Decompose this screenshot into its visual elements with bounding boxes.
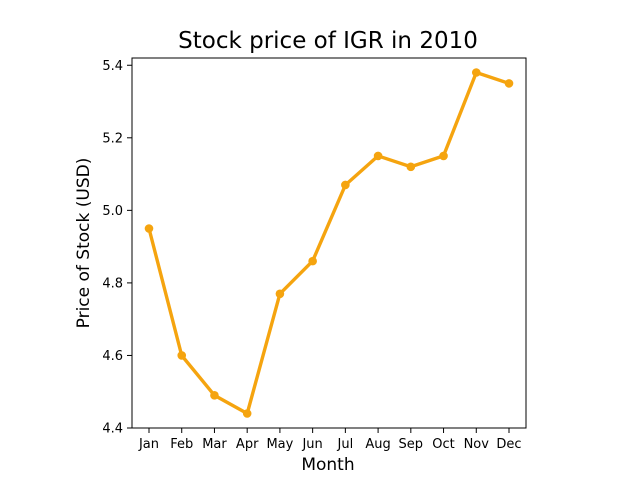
x-tick-label: Aug xyxy=(365,437,390,452)
y-tick-label: 4.8 xyxy=(102,276,123,291)
y-tick-label: 4.6 xyxy=(102,349,123,364)
x-tick-label: Nov xyxy=(464,437,490,452)
y-tick-label: 5.2 xyxy=(102,131,123,146)
y-axis: 4.4 4.6 4.8 5.0 5.2 5.4 xyxy=(102,59,132,437)
data-point xyxy=(308,256,317,266)
chart-title: Stock price of IGR in 2010 xyxy=(178,28,478,54)
data-point xyxy=(144,224,154,233)
y-tick-label: 4.4 xyxy=(102,422,123,437)
series-line xyxy=(147,70,511,416)
x-tick-label: May xyxy=(266,437,293,452)
x-tick-label: Mar xyxy=(202,437,227,452)
data-point xyxy=(210,391,219,400)
x-tick-label: Sep xyxy=(399,437,424,452)
x-tick-label: Feb xyxy=(170,437,193,452)
data-point xyxy=(439,151,448,161)
data-point xyxy=(341,180,350,190)
series-points xyxy=(144,68,514,418)
y-tick-label: 5.4 xyxy=(102,59,123,74)
data-point xyxy=(373,151,383,161)
x-tick-label: Jun xyxy=(301,437,322,452)
data-point xyxy=(275,289,285,299)
x-tick-label: Dec xyxy=(496,437,521,452)
data-point xyxy=(242,409,252,418)
x-tick-label: Jul xyxy=(337,437,354,452)
x-axis: Jan Feb Mar Apr May Jun Jul Aug Sep Oct Nov Dec xyxy=(138,428,522,452)
data-point xyxy=(406,162,416,172)
data-point xyxy=(471,68,481,77)
x-tick-label: Oct xyxy=(432,437,454,452)
x-tick-label: Jan xyxy=(138,437,159,452)
plot-frame xyxy=(131,57,527,429)
y-axis-label: Price of Stock (USD) xyxy=(74,158,94,329)
data-point xyxy=(504,79,514,88)
y-tick-label: 5.0 xyxy=(102,204,123,219)
data-point xyxy=(177,351,187,360)
x-axis-label: Month xyxy=(301,455,354,475)
x-tick-label: Apr xyxy=(236,437,259,452)
